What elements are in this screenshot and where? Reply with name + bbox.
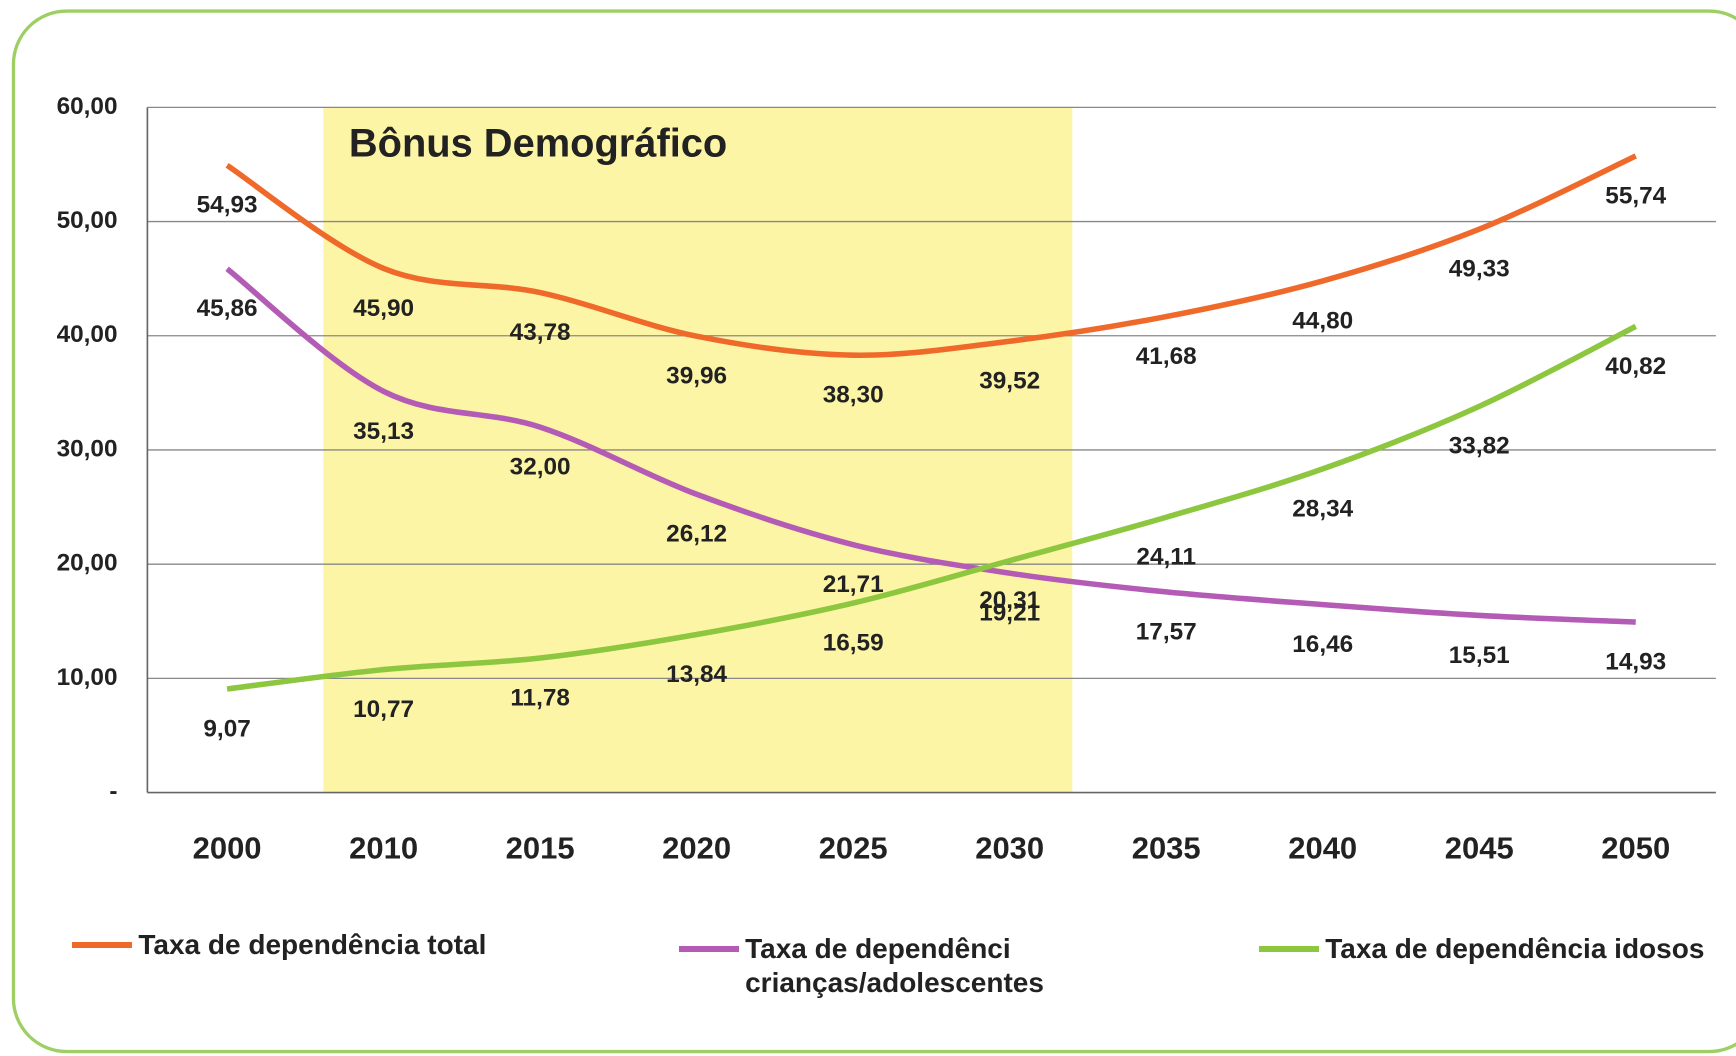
data-label: 35,13 (353, 418, 414, 445)
data-label: 32,00 (510, 454, 571, 481)
x-tick-label: 2030 (975, 830, 1044, 865)
data-label: 21,71 (823, 571, 884, 598)
data-label: 14,93 (1605, 648, 1666, 675)
data-label: 40,82 (1605, 353, 1666, 380)
data-label: 55,74 (1605, 182, 1666, 209)
data-label: 16,59 (823, 629, 884, 656)
x-tick-label: 2045 (1445, 830, 1514, 865)
y-tick-label: 20,00 (57, 550, 118, 577)
data-label: 20,31 (979, 587, 1040, 614)
legend-label: Taxa de dependênci crianças/adolescentes (745, 933, 1044, 999)
x-tick-label: 2020 (662, 830, 731, 865)
data-label: 33,82 (1449, 433, 1510, 460)
y-tick-label: - (109, 778, 117, 805)
data-label: 16,46 (1292, 631, 1353, 658)
data-label: 54,93 (197, 192, 258, 219)
data-label: 13,84 (666, 661, 727, 688)
data-label: 11,78 (510, 684, 570, 711)
data-label: 38,30 (823, 382, 884, 409)
x-tick-label: 2010 (349, 830, 418, 865)
annotation: Bônus Demográfico (349, 122, 727, 166)
x-tick-label: 2025 (819, 830, 888, 865)
y-tick-label: 60,00 (57, 93, 118, 120)
data-label: 41,68 (1136, 343, 1197, 370)
data-label: 45,90 (353, 295, 414, 322)
x-tick-label: 2015 (506, 830, 575, 865)
legend-label: Taxa de dependência total (138, 928, 487, 960)
legend-swatch (72, 941, 133, 948)
series-line (225, 266, 1636, 625)
data-label: 10,77 (353, 696, 414, 723)
data-label: 24,11 (1136, 544, 1196, 571)
y-tick-label: 30,00 (57, 435, 118, 462)
data-label: 15,51 (1449, 642, 1510, 669)
legend-swatch (679, 946, 740, 953)
legend-item: Taxa de dependência total (72, 928, 625, 962)
series-line (225, 153, 1637, 358)
data-label: 49,33 (1449, 256, 1510, 283)
data-label: 9,07 (203, 715, 250, 742)
x-tick-label: 2050 (1601, 830, 1670, 865)
legend-label: Taxa de dependência idosos (1325, 933, 1705, 965)
data-label: 19,21 (979, 600, 1040, 627)
legend-item: Taxa de dependência idosos (1259, 932, 1724, 966)
data-label: 44,80 (1292, 307, 1353, 334)
data-label: 39,52 (979, 368, 1040, 395)
frame (11, 9, 1736, 1054)
data-label: 28,34 (1292, 495, 1353, 522)
data-label: 26,12 (666, 521, 727, 548)
data-label: 39,96 (666, 363, 727, 390)
data-label: 43,78 (510, 319, 571, 346)
data-label: 45,86 (197, 295, 258, 322)
x-tick-label: 2040 (1288, 830, 1357, 865)
data-label: 17,57 (1136, 618, 1197, 645)
x-tick-label: 2035 (1132, 830, 1201, 865)
legend-swatch (1259, 946, 1320, 953)
x-tick-label: 2000 (193, 830, 262, 865)
y-tick-label: 40,00 (57, 321, 118, 348)
y-tick-label: 10,00 (57, 664, 118, 691)
y-tick-label: 50,00 (57, 207, 118, 234)
legend-item: Taxa de dependênci crianças/adolescentes (679, 932, 1166, 1000)
series-line (226, 323, 1638, 692)
